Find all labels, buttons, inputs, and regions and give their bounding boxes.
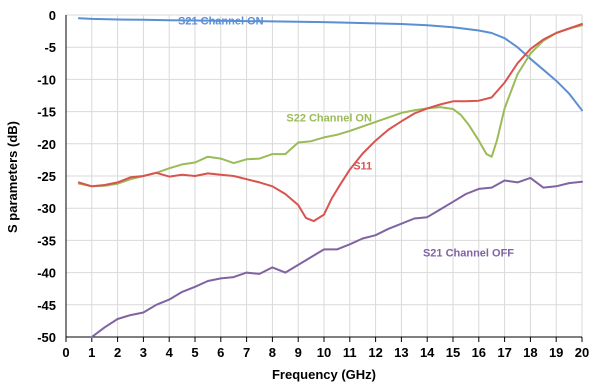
- y-tick-label: -30: [37, 201, 56, 216]
- x-tick-label: 15: [446, 345, 460, 360]
- series-label-s22-channel-on: S22 Channel ON: [286, 112, 372, 124]
- x-tick-label: 6: [217, 345, 224, 360]
- x-tick-label: 9: [295, 345, 302, 360]
- y-tick-label: -45: [37, 298, 56, 313]
- series-labels: S21 Channel ON S22 Channel ON S11 S21 Chann…: [178, 16, 514, 260]
- y-tick-label: -20: [37, 137, 56, 152]
- y-axis-title: S parameters (dB): [5, 121, 20, 233]
- series-label-s21-channel-on: S21 Channel ON: [178, 16, 264, 28]
- y-tick-label: -50: [37, 330, 56, 345]
- y-tick-label: -15: [37, 105, 56, 120]
- y-tick-label: -25: [37, 169, 56, 184]
- x-tick-label: 20: [575, 345, 589, 360]
- x-tick-label: 11: [343, 345, 357, 360]
- x-tick-label: 19: [549, 345, 563, 360]
- grid: [66, 14, 583, 337]
- x-tick-label: 16: [472, 345, 486, 360]
- x-tick-label: 10: [317, 345, 331, 360]
- x-tick-label: 3: [140, 345, 147, 360]
- x-tick-label: 18: [523, 345, 537, 360]
- x-tick-label: 5: [191, 345, 198, 360]
- x-tick-label: 14: [420, 345, 435, 360]
- x-tick-label: 13: [394, 345, 408, 360]
- y-tick-label: -10: [37, 72, 56, 87]
- y-tick-label: -5: [44, 40, 56, 55]
- x-tick-label: 17: [497, 345, 511, 360]
- x-tick-label: 12: [368, 345, 382, 360]
- series-lines: [77, 17, 583, 338]
- x-tick-label: 1: [88, 345, 95, 360]
- x-tick-label: 4: [166, 345, 174, 360]
- series-line-s21-channel-off: [90, 176, 583, 338]
- series-label-s11: S11: [353, 161, 372, 173]
- series-line-s21-channel-on: [77, 17, 583, 112]
- x-tick-label: 8: [269, 345, 276, 360]
- series-line-s22-channel-on: [77, 24, 583, 188]
- x-tick-label: 7: [243, 345, 250, 360]
- axes: 0 1 2 3 4 5 6 7 8 9 10 11 12 13 14 15 16 17 18 19 200-5-10-1…: [37, 8, 589, 360]
- x-tick-label: 2: [114, 345, 121, 360]
- y-tick-label: -35: [37, 233, 56, 248]
- series-line-s11: [77, 23, 583, 223]
- series-label-s21-channel-off: S21 Channel OFF: [423, 248, 514, 260]
- y-tick-label: 0: [49, 8, 56, 23]
- x-axis-title: Frequency (GHz): [272, 367, 376, 382]
- y-tick-label: -40: [37, 266, 56, 281]
- x-tick-label: 0: [62, 345, 69, 360]
